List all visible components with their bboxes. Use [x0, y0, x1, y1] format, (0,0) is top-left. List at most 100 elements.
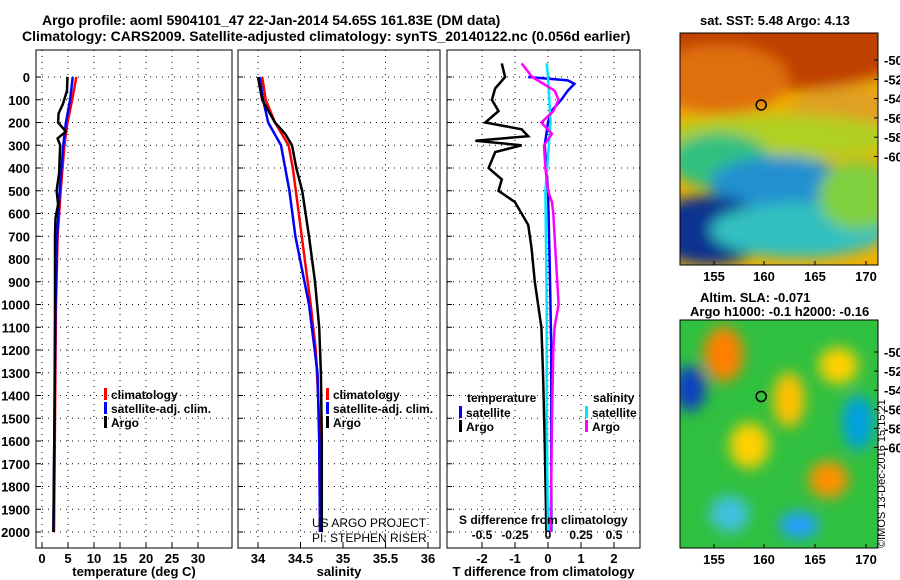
y-tick-label: 1600: [1, 434, 30, 449]
legend-label: satellite: [466, 406, 511, 420]
lon-tick-label: 165: [804, 269, 826, 284]
y-tick-label: 1200: [1, 343, 30, 358]
series-line-salinity-satellite: [544, 63, 552, 533]
x-tick-label: 35: [336, 551, 350, 566]
y-tick-label: 700: [8, 229, 30, 244]
y-tick-label: 800: [8, 252, 30, 267]
lat-tick-label: -54: [884, 92, 900, 107]
lat-tick-label: -54: [884, 383, 900, 398]
map-color-patch: [680, 44, 789, 115]
legend-label: Argo: [333, 416, 361, 430]
watermark: ©IMOS 13-Dec-2016 15:15:21: [876, 399, 888, 548]
map-color-patch: [808, 461, 849, 498]
legend-label: satellite: [592, 406, 637, 420]
lon-tick-label: 165: [804, 552, 826, 567]
x-tick-label: 34.5: [288, 551, 313, 566]
s-tick-label: 0.25: [569, 528, 593, 542]
map-color-patch: [729, 422, 770, 469]
plot-frame: [35, 49, 233, 549]
y-tick-label: 1700: [1, 457, 30, 472]
sst-map-title: sat. SST: 5.48 Argo: 4.13: [700, 13, 850, 28]
series-line-satellite-adj-clim-: [52, 76, 74, 533]
map-color-patch: [709, 155, 849, 212]
lat-tick-label: -56: [884, 111, 900, 126]
legend-swatch: [585, 406, 588, 418]
sla-map-title-2: Argo h1000: -0.1 h2000: -0.16: [690, 304, 869, 319]
s-tick-label: 0.5: [606, 528, 623, 542]
y-tick-label: 1900: [1, 502, 30, 517]
y-tick-label: 1800: [1, 480, 30, 495]
legend-title-temperature: temperature: [467, 391, 537, 405]
legend-swatch: [104, 402, 107, 414]
title-line-1: Argo profile: aoml 5904101_47 22-Jan-201…: [42, 12, 501, 28]
x-tick-label: 10: [87, 551, 101, 566]
x-tick-label: 0: [38, 551, 45, 566]
x-tick-label: 2: [610, 551, 617, 566]
map_sst-frame: [679, 32, 879, 266]
legend-swatch: [326, 416, 329, 428]
argo-float-marker: [755, 390, 767, 403]
s-tick-label: -0.5: [472, 528, 493, 542]
s-axis-label: S difference from climatology: [459, 513, 628, 527]
legend-swatch: [326, 402, 329, 414]
y-tick-label: 1100: [2, 320, 30, 335]
y-tick-label: 0: [23, 70, 30, 85]
series-group: [256, 76, 324, 533]
lon-tick-label: 170: [855, 552, 877, 567]
map-color-patch: [779, 511, 819, 539]
legend-label: Argo: [466, 420, 494, 434]
x-axis-label: salinity: [317, 564, 363, 579]
legend-label: climatology: [333, 388, 400, 402]
x-axis-label: temperature (deg C): [72, 564, 196, 579]
x-tick-label: 30: [191, 551, 205, 566]
x-tick-label: 36: [421, 551, 435, 566]
y-tick-label: 400: [8, 161, 30, 176]
lon-tick-label: 160: [753, 552, 775, 567]
map_sla-field: [680, 320, 878, 548]
series-line-argo: [256, 76, 324, 532]
map_sla-frame: [679, 319, 879, 549]
map-color-patch: [818, 347, 859, 384]
x-tick-label: -2: [476, 551, 488, 566]
map-blobs: [680, 33, 878, 265]
legend-swatch: [459, 420, 462, 432]
lon-tick-label: 170: [855, 269, 877, 284]
legend-label: satellite-adj. clim.: [111, 402, 211, 416]
x-tick-label: 1: [577, 551, 584, 566]
map-color-patch: [680, 365, 706, 412]
series-line-satellite-adj-clim-: [258, 76, 322, 533]
lat-tick-label: -60: [884, 441, 900, 456]
y-tick-label: 1300: [1, 366, 30, 381]
lat-tick-label: -52: [884, 72, 900, 87]
map-color-patch: [773, 372, 805, 428]
credit-line-1: US ARGO PROJECT: [312, 516, 427, 530]
argo-float-marker: [755, 99, 767, 111]
x-tick-label: 34: [251, 551, 266, 566]
x-tick-label: 20: [139, 551, 153, 566]
plot-frame: [446, 49, 641, 549]
legend-label: satellite-adj. clim.: [333, 402, 433, 416]
map-color-patch: [709, 495, 750, 533]
lat-tick-label: -60: [884, 150, 900, 165]
y-tick-label: 2000: [1, 525, 30, 540]
x-tick-label: 15: [113, 551, 127, 566]
series-line-temperature-argo: [475, 63, 548, 533]
title-line-2: Climatology: CARS2009. Satellite-adjuste…: [22, 28, 631, 44]
legend-label: Argo: [592, 420, 620, 434]
legend-swatch: [585, 420, 588, 432]
legend-swatch: [104, 388, 107, 400]
lon-tick-label: 155: [703, 552, 725, 567]
lat-tick-label: -52: [884, 364, 900, 379]
y-tick-label: 600: [8, 207, 30, 222]
y-tick-label: 100: [8, 93, 30, 108]
lat-tick-label: -50: [884, 53, 900, 68]
legend-label: Argo: [111, 416, 139, 430]
y-tick-label: 200: [8, 116, 30, 131]
legend-swatch: [459, 406, 462, 418]
lon-tick-label: 160: [753, 269, 775, 284]
sla-map-title-1: Altim. SLA: -0.071: [700, 290, 811, 305]
y-tick-label: 1400: [1, 389, 30, 404]
series-line-salinity-argo: [520, 62, 560, 533]
map-color-patch: [703, 326, 744, 382]
